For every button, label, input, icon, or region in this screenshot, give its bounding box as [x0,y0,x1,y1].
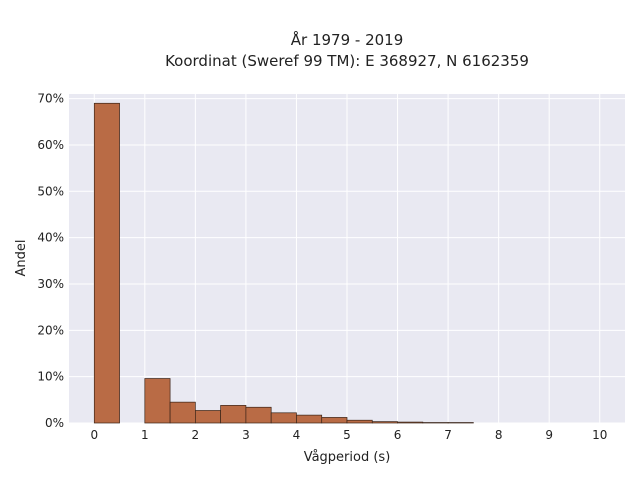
y-tick-label: 0% [45,416,64,430]
x-tick-label: 9 [545,428,553,442]
y-tick-label: 50% [37,184,64,198]
x-tick-label: 2 [192,428,200,442]
x-tick-label: 0 [90,428,98,442]
histogram-bar [246,407,271,423]
x-tick-label: 10 [592,428,607,442]
y-tick-label: 40% [37,231,64,245]
histogram-bar [221,405,246,423]
histogram-bar [347,420,372,423]
x-tick-label: 4 [293,428,301,442]
x-tick-label: 3 [242,428,250,442]
histogram-bar [170,402,195,423]
histogram-bar [195,410,220,423]
y-tick-label: 70% [37,92,64,106]
y-tick-label: 60% [37,138,64,152]
x-tick-label: 6 [394,428,402,442]
y-tick-label: 10% [37,370,64,384]
chart-title: År 1979 - 2019 Koordinat (Sweref 99 TM):… [165,30,529,70]
y-tick-label: 30% [37,277,64,291]
y-axis-label: Andel [14,240,29,277]
histogram-bar [372,422,397,423]
y-axis-ticks: 0% 10% 20% 30% 40% 50% 60% 70% [37,92,64,430]
x-axis-ticks: 0 1 2 3 4 5 6 7 8 9 10 [90,428,607,442]
chart-title-line-2: Koordinat (Sweref 99 TM): E 368927, N 61… [165,52,529,70]
x-tick-label: 5 [343,428,351,442]
histogram-bar [322,417,347,423]
histogram-bar [398,422,423,423]
x-tick-label: 7 [444,428,452,442]
histogram-bar [94,103,119,423]
x-axis-label: Vågperiod (s) [304,450,391,465]
y-tick-label: 20% [37,323,64,337]
histogram-bar [145,379,170,423]
histogram-bar [271,413,296,423]
x-tick-label: 8 [495,428,503,442]
x-tick-label: 1 [141,428,149,442]
histogram-bar [296,415,321,423]
chart-title-line-1: År 1979 - 2019 [291,30,404,49]
